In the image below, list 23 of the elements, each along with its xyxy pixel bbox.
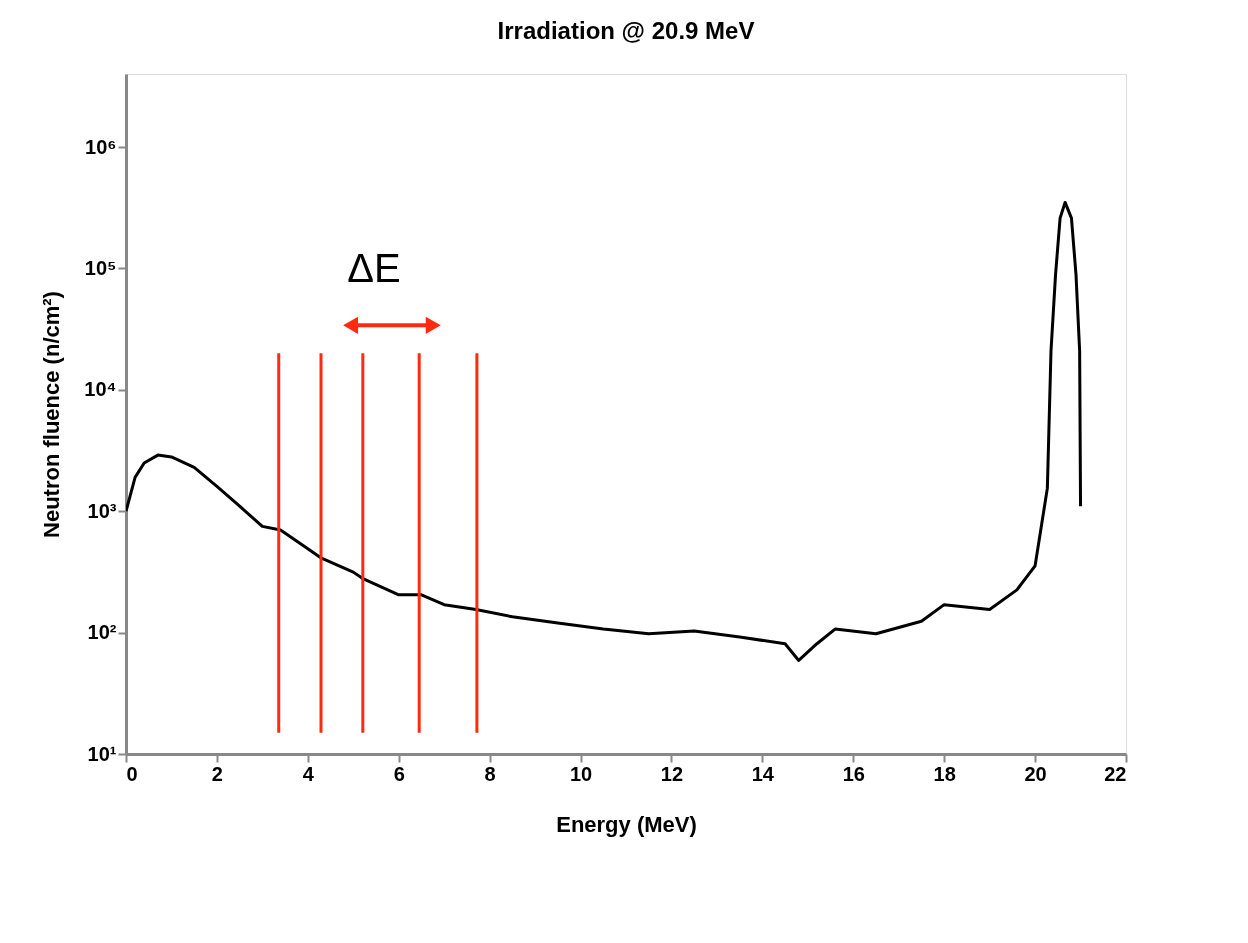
x-tick-label: 12 <box>660 762 684 785</box>
y-axis-title: Neutron fluence (n/cm²) <box>39 291 65 538</box>
x-tick-label: 14 <box>751 762 775 785</box>
y-tick-label: 10³ <box>87 499 117 522</box>
x-tick-label: 18 <box>933 762 956 785</box>
x-tick-label: 10 <box>569 762 593 785</box>
x-tick-label: 2 <box>211 762 223 785</box>
x-tick-label: 22 <box>1104 762 1127 785</box>
x-tick-label: 8 <box>484 762 496 785</box>
chart-title: Irradiation @ 20.9 MeV <box>497 17 755 44</box>
y-tick-label: 10⁶ <box>85 135 117 158</box>
x-tick-label: 6 <box>393 762 405 785</box>
y-tick-label: 10⁴ <box>84 378 117 401</box>
y-tick-label: 10² <box>87 621 117 644</box>
x-tick-label: 20 <box>1024 762 1047 785</box>
x-tick-label: 4 <box>302 762 315 785</box>
y-tick-label: 10⁵ <box>84 256 117 279</box>
x-tick-label: 0 <box>126 762 138 785</box>
line-series <box>126 200 1083 662</box>
y-tick-label: 10¹ <box>87 742 117 765</box>
annotation: ΔE <box>347 246 401 291</box>
x-axis-title: Energy (MeV) <box>556 811 697 837</box>
x-tick-label: 16 <box>842 762 865 785</box>
